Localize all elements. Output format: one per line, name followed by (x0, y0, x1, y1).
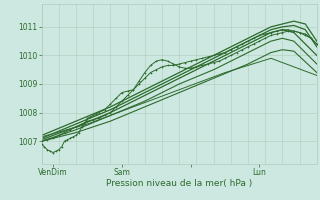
X-axis label: Pression niveau de la mer( hPa ): Pression niveau de la mer( hPa ) (106, 179, 252, 188)
